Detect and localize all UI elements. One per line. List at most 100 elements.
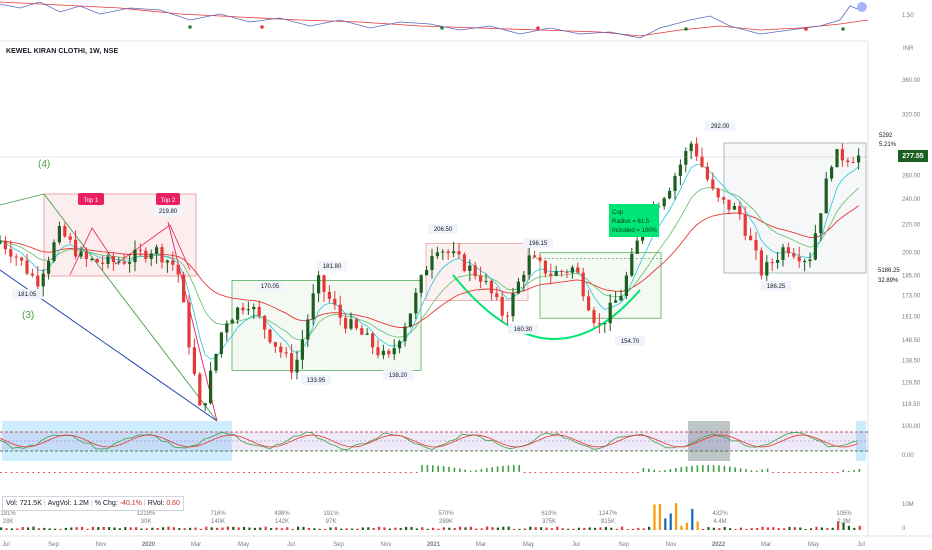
- candle-body: [376, 347, 380, 356]
- volume-bar: [16, 528, 19, 530]
- volume-bar: [432, 527, 435, 530]
- candle-body: [430, 256, 434, 270]
- candle-body: [581, 272, 585, 297]
- price-axis-tick: 220.00: [902, 223, 921, 229]
- top-indicator-dot: [188, 25, 192, 29]
- top-indicator-dot: [536, 26, 540, 30]
- histogram-bar: [253, 472, 256, 473]
- histogram-bar: [810, 472, 812, 473]
- histogram-bar: [372, 472, 375, 473]
- candle-body: [79, 251, 83, 257]
- candle-body: [398, 341, 402, 349]
- histogram-bar: [475, 470, 477, 472]
- price-annotation-bg: [761, 281, 791, 291]
- candle-body: [128, 262, 132, 264]
- candle-body: [506, 315, 510, 317]
- candle-body: [192, 347, 196, 374]
- volume-bar: [372, 528, 375, 530]
- volume-bar: [556, 526, 559, 530]
- volume-bar: [669, 513, 672, 530]
- candle-body: [149, 253, 153, 259]
- volume-bar: [259, 527, 262, 530]
- candle-body: [117, 261, 121, 263]
- candle-body: [419, 275, 423, 293]
- price-axis-tick: 360.00: [902, 78, 921, 84]
- candle-body: [808, 259, 812, 262]
- histogram-bar: [378, 472, 380, 473]
- histogram-bar: [129, 472, 132, 473]
- volume-bar: [237, 527, 240, 530]
- histogram-bar: [604, 472, 607, 473]
- candle-body: [203, 403, 207, 406]
- histogram-bar: [81, 472, 83, 473]
- volume-bar: [815, 526, 818, 530]
- histogram-bar: [567, 472, 569, 473]
- volume-bar: [108, 527, 111, 530]
- histogram-bar: [556, 472, 558, 473]
- histogram-bar: [615, 472, 618, 473]
- volume-bar: [145, 528, 148, 530]
- volume-bar: [248, 527, 251, 530]
- volume-bar: [540, 527, 543, 530]
- histogram-bar: [162, 472, 164, 473]
- volume-bar: [367, 527, 370, 530]
- candle-body: [338, 304, 342, 318]
- histogram-bar: [766, 468, 769, 472]
- volume-bar: [534, 527, 537, 530]
- histogram-bar: [259, 472, 261, 473]
- volume-bar: [583, 527, 586, 530]
- volume-bar: [831, 527, 834, 530]
- histogram-bar: [739, 468, 742, 472]
- top-indicator-dot: [804, 27, 808, 31]
- volume-bar: [48, 528, 51, 530]
- histogram-bar: [658, 470, 661, 472]
- price-axis-tick: 320.00: [902, 113, 921, 119]
- histogram-bar: [529, 472, 531, 473]
- candle-body: [36, 275, 40, 287]
- candle-body: [732, 205, 736, 210]
- candle-body: [414, 292, 418, 314]
- volume-bar: [345, 528, 348, 530]
- histogram-bar: [205, 472, 207, 473]
- volume-bar: [502, 526, 505, 530]
- histogram-bar: [37, 472, 40, 473]
- candle-body: [614, 300, 618, 303]
- histogram-bar: [421, 465, 423, 472]
- histogram-bar: [383, 472, 385, 473]
- histogram-bar: [248, 472, 250, 473]
- volume-bar: [777, 528, 780, 530]
- volume-bar: [550, 528, 553, 530]
- candle-body: [327, 291, 331, 299]
- histogram-bar: [777, 472, 780, 473]
- vol-label: Vol:: [6, 500, 18, 507]
- candle-body: [716, 188, 720, 198]
- volume-bar: [842, 522, 845, 530]
- candle-body: [452, 251, 456, 254]
- volume-annotation-pct: 1219%: [137, 511, 156, 517]
- candle-body: [52, 242, 56, 262]
- time-axis-tick: 2022: [712, 542, 726, 548]
- volume-bar: [680, 525, 683, 530]
- top-axis-label: 1.50: [902, 13, 914, 19]
- candle-body: [241, 307, 245, 311]
- volume-bar: [783, 528, 786, 530]
- histogram-bar: [297, 472, 299, 473]
- histogram-bar: [793, 472, 796, 473]
- histogram-bar: [189, 472, 191, 473]
- candle-body: [290, 353, 294, 373]
- candle-body: [279, 346, 283, 353]
- candle-body: [41, 273, 45, 287]
- volume-bar: [102, 526, 105, 530]
- target-label: 5292: [879, 133, 893, 139]
- histogram-bar: [226, 472, 229, 473]
- candle-body: [9, 249, 13, 257]
- candle-body: [522, 274, 526, 282]
- candle-body: [500, 297, 504, 316]
- candle-body: [214, 353, 218, 371]
- chart-title: KEWEL KIRAN CLOTHI, 1W, NSE: [6, 48, 119, 55]
- candle-body: [273, 342, 277, 347]
- histogram-bar: [594, 472, 596, 473]
- volume-bar: [696, 521, 699, 530]
- volume-bar: [712, 527, 715, 530]
